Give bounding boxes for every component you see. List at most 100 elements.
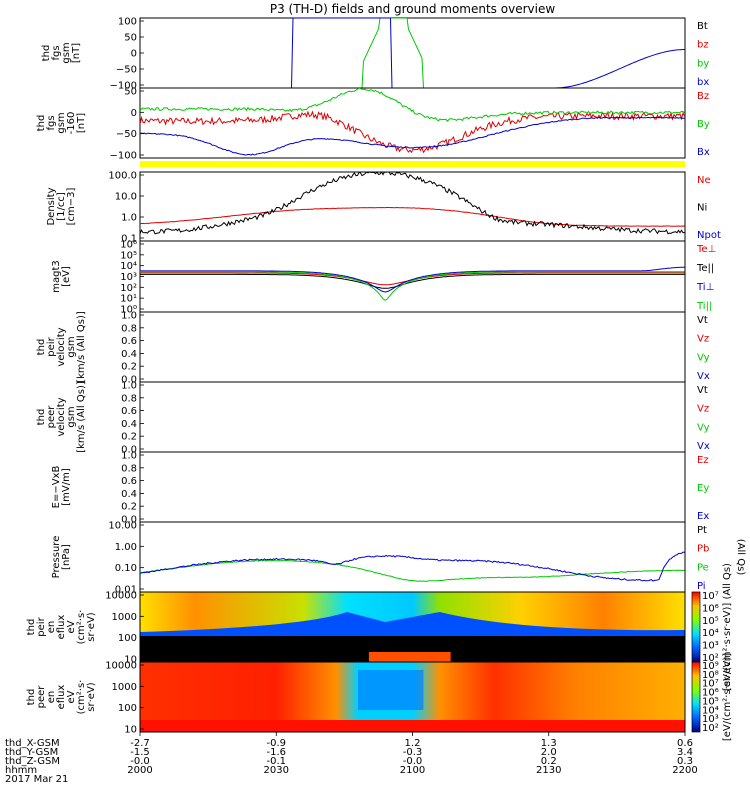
y-tick-label: 100.0 [108,171,137,182]
y-tick-label: 0.0 [121,515,137,526]
legend-entry: by [697,58,709,69]
panel-frame [139,171,686,242]
x-axis-row-label: thd_Z-GSM [5,756,60,767]
y-tick-label: 10⁵ [120,250,137,261]
figure-title: P3 (TH-D) fields and ground moments over… [270,2,555,16]
y-tick-label: 0.2 [121,432,137,443]
panel-frame [139,381,686,453]
y-axis-label: E=−VxB [51,466,62,509]
y-axis-label: eflux [56,615,67,640]
colorbar-tick: 10⁷ [702,679,719,690]
y-axis-label: peir [46,336,57,356]
y-tick-label: 10 [124,655,137,666]
y-axis-label: [nT] [71,43,82,63]
colorbar-tick: 10⁹ [702,661,719,672]
y-tick-label: 100 [118,703,137,714]
legend-entry: Vt [697,385,708,396]
y-tick-label: 1.0 [121,381,137,392]
panel-fgs_dsl: 50 0 −50 −100 thd fgs gsm -160 [nT] Bz By Bx [36,87,710,162]
y-tick-label: 0.8 [121,393,137,404]
y-tick-label: 10¹ [120,294,137,305]
series-line-Ti|| [140,271,685,301]
side-label: (All Qs) [735,539,746,576]
y-axis-label: thd [36,409,47,426]
legend-entry: bz [697,40,709,51]
y-axis-label: [eV] [61,266,72,287]
panel-elec_spec: 10⁹10⁸10⁷10⁶10⁵10⁴10³10²10000100010010th… [26,653,733,741]
y-tick-label: 1.00 [115,542,137,553]
x-axis-row-label: thd_X-GSM [5,738,60,749]
series-line-Te|| [140,273,685,289]
series-line-Bz [140,110,685,154]
legend-entry: Npot [697,230,721,241]
y-tick-label: 0.10 [115,563,137,574]
y-tick-label: 0.8 [121,463,137,474]
x-tick-z: -0.0 [403,756,423,767]
x-tick-hhmm: 2030 [264,765,289,776]
y-tick-label: 0.6 [121,336,137,347]
y-tick-label: 10³ [120,272,137,283]
x-axis-row-label: hhmm [5,765,37,776]
colorbar-tick: 10⁶ [702,688,719,699]
x-tick-y: 3.4 [677,747,693,758]
y-axis-label: velocity [56,397,67,436]
x-tick-hhmm: 2000 [127,765,152,776]
x-tick-z: 0.2 [541,756,557,767]
x-tick-z: 0.3 [677,756,693,767]
y-tick-label: −100 [110,81,137,92]
legend-entry: Vy [697,352,710,363]
colorbar-rect [691,661,701,733]
x-axis-row-label: thd_Y-GSM [5,747,58,758]
y-axis-label: en [46,621,57,634]
y-axis-label: sr·eV) [86,612,97,641]
y-tick-label: 50 [124,87,137,98]
y-axis-label: [1/cc] [56,192,67,221]
legend-entry: Vy [697,422,710,433]
legend-entry: Te⊥ [696,244,716,255]
y-axis-label: thd [26,689,37,706]
legend-entry: Bz [697,91,709,102]
colorbar-label: [eV/(cm²·s·sr·eV)] [722,653,733,741]
y-tick-label: 0.0 [121,375,137,386]
colorbar-tick: 10⁵ [702,696,719,707]
x-tick-y: -0.3 [403,747,423,758]
y-tick-label: 10² [120,283,137,294]
x-tick-z: -0.1 [266,756,286,767]
series-line-bx [140,18,685,88]
y-axis-label: eV [66,690,77,703]
colorbar-tick: 10⁴ [702,628,719,639]
heatmap-core [358,670,424,710]
y-axis-label: thd [26,619,37,636]
legend-entry: Vx [697,371,710,382]
panel-pressure: 10.00 1.00 0.10 0.01 Pressure [nPa] Pt Pb Pe Pi (A… [51,521,746,596]
y-axis-label: eflux [56,685,67,710]
y-axis-label: thd [41,45,52,62]
legend-entry: Vz [697,404,709,415]
x-tick-x: 0.6 [677,738,693,749]
legend-entry: By [697,119,710,130]
panel-frame [139,17,686,89]
legend-entry: Ne [697,175,711,186]
colorbar-rect [691,591,701,663]
y-tick-label: −50 [116,65,137,76]
legend-entry: Ez [697,455,709,466]
panel-frame [139,240,686,313]
y-tick-label: 0.2 [121,502,137,513]
y-tick-label: 1000 [112,612,137,623]
y-axis-label: (cm²·s· [76,680,87,715]
y-tick-label: 0.1 [121,234,137,245]
x-tick-hhmm: 2130 [536,765,561,776]
y-tick-label: 0.4 [121,349,137,360]
status-bar [140,161,685,167]
colorbar-tick: 10⁵ [702,616,719,627]
y-tick-label: 0.2 [121,362,137,373]
y-axis-label: peer [46,405,57,429]
legend-entry: bx [697,77,709,88]
panel-frame [139,521,686,593]
panel-density: 100.0 10.0 1.0 0.1 Density [1/cc] [cm−3] Ne Ni Np… [46,171,721,245]
y-tick-label: 0.0 [121,445,137,456]
colorbar-tick: 10² [702,653,719,664]
